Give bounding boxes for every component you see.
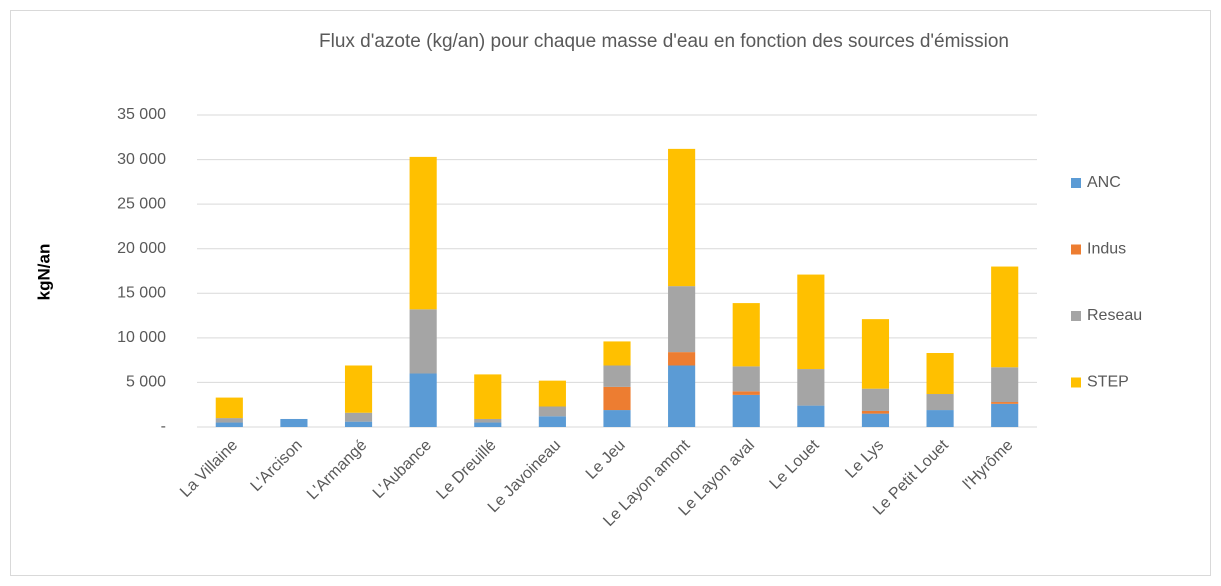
legend-swatch (1071, 377, 1081, 388)
bar-segment (215, 422, 243, 427)
legend-label: Reseau (1087, 307, 1142, 324)
bar-segment (668, 365, 696, 427)
bar-segment (797, 274, 825, 370)
bar-segment (538, 406, 566, 417)
y-tick-label: 5 000 (126, 374, 166, 391)
legend-swatch (1071, 311, 1081, 321)
legend-swatch (1071, 244, 1081, 255)
y-tick-label: - (161, 418, 166, 435)
y-tick-label: 35 000 (117, 106, 166, 123)
bar-segment (538, 380, 566, 407)
bar-segment (926, 353, 954, 395)
bar-segment (474, 422, 502, 427)
bar-segment (991, 403, 1019, 427)
bar-segment (668, 286, 696, 353)
bar-segment (991, 266, 1019, 368)
y-tick-label: 30 000 (117, 151, 166, 168)
bar-segment (344, 412, 373, 422)
bar-segment (603, 410, 631, 427)
bar-segment (926, 394, 954, 411)
y-tick-label: 25 000 (117, 195, 166, 212)
bar-segment (797, 405, 825, 427)
bar-segment (861, 410, 890, 414)
y-tick-label: 20 000 (117, 240, 166, 257)
bar-segment (344, 421, 373, 427)
bar-segment (603, 365, 631, 387)
bar-segment (991, 402, 1019, 404)
chart-title: Flux d'azote (kg/an) pour chaque masse d… (319, 31, 1009, 52)
bar-segment (668, 352, 696, 366)
bar-segment (474, 374, 502, 419)
bar-segment (215, 397, 243, 419)
y-tick-label: 15 000 (117, 285, 166, 302)
bar-segment (409, 156, 437, 310)
bar-segment (409, 309, 437, 374)
bar-segment (215, 418, 243, 423)
bar-segment (732, 394, 760, 427)
legend-swatch (1071, 178, 1081, 188)
bar-segment (861, 319, 890, 389)
bar-segment (474, 418, 502, 423)
bar-segment (926, 410, 954, 427)
bar-segment (732, 366, 760, 392)
bar-segment (603, 386, 631, 411)
legend-label: Indus (1087, 241, 1126, 258)
bar-segment (538, 416, 566, 427)
bar-segment (861, 413, 890, 427)
legend-label: STEP (1087, 374, 1129, 391)
bar-segment (797, 369, 825, 406)
bar-segment (280, 418, 308, 427)
legend-label: ANC (1087, 174, 1121, 191)
bar-segment (991, 367, 1019, 403)
bar-segment (409, 373, 437, 427)
bar-segment (344, 365, 373, 413)
y-axis-label: kgN/an (34, 244, 53, 301)
bar-segment (603, 341, 631, 366)
bar-segment (732, 303, 760, 367)
y-tick-label: 10 000 (117, 329, 166, 346)
bar-segment (668, 148, 696, 287)
bar-segment (861, 388, 890, 411)
bar-segment (732, 391, 760, 395)
